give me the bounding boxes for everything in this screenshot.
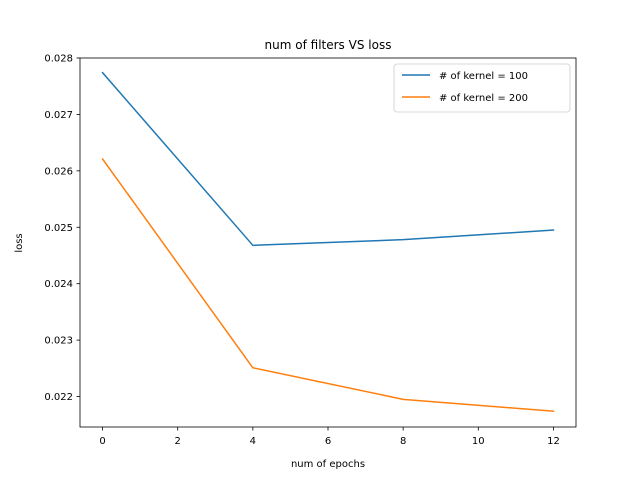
y-tick-label: 0.022 — [44, 392, 73, 403]
x-tick-label: 10 — [472, 436, 485, 447]
plot-content — [101, 71, 555, 413]
y-axis-label: loss — [14, 233, 25, 252]
x-tick-label: 8 — [400, 436, 406, 447]
x-tick-label: 0 — [99, 436, 105, 447]
y-tick-label: 0.024 — [44, 279, 73, 290]
y-tick-label: 0.025 — [44, 223, 73, 234]
x-axis-label: num of epochs — [291, 459, 365, 470]
y-tick-label: 0.023 — [44, 336, 73, 347]
y-tick-label: 0.028 — [44, 54, 73, 65]
legend: # of kernel = 100 # of kernel = 200 — [393, 63, 571, 113]
x-tick-label: 2 — [175, 436, 181, 447]
y-tick-label: 0.026 — [44, 166, 73, 177]
y-axis-ticks: 0.022 0.023 0.024 0.025 0.026 0.027 0.028 — [44, 54, 80, 403]
series-line-kernel-100 — [101, 71, 555, 247]
legend-label-kernel-100: # of kernel = 100 — [439, 71, 528, 82]
legend-box — [393, 63, 571, 113]
chart-title: num of filters VS loss — [265, 38, 392, 52]
x-tick-label: 12 — [547, 436, 560, 447]
legend-label-kernel-200: # of kernel = 200 — [439, 93, 528, 104]
series-line-kernel-200 — [101, 157, 555, 413]
x-axis-ticks: 0 2 4 6 8 10 12 — [99, 427, 560, 447]
y-tick-label: 0.027 — [44, 110, 73, 121]
x-tick-label: 6 — [325, 436, 331, 447]
x-tick-label: 4 — [250, 436, 256, 447]
